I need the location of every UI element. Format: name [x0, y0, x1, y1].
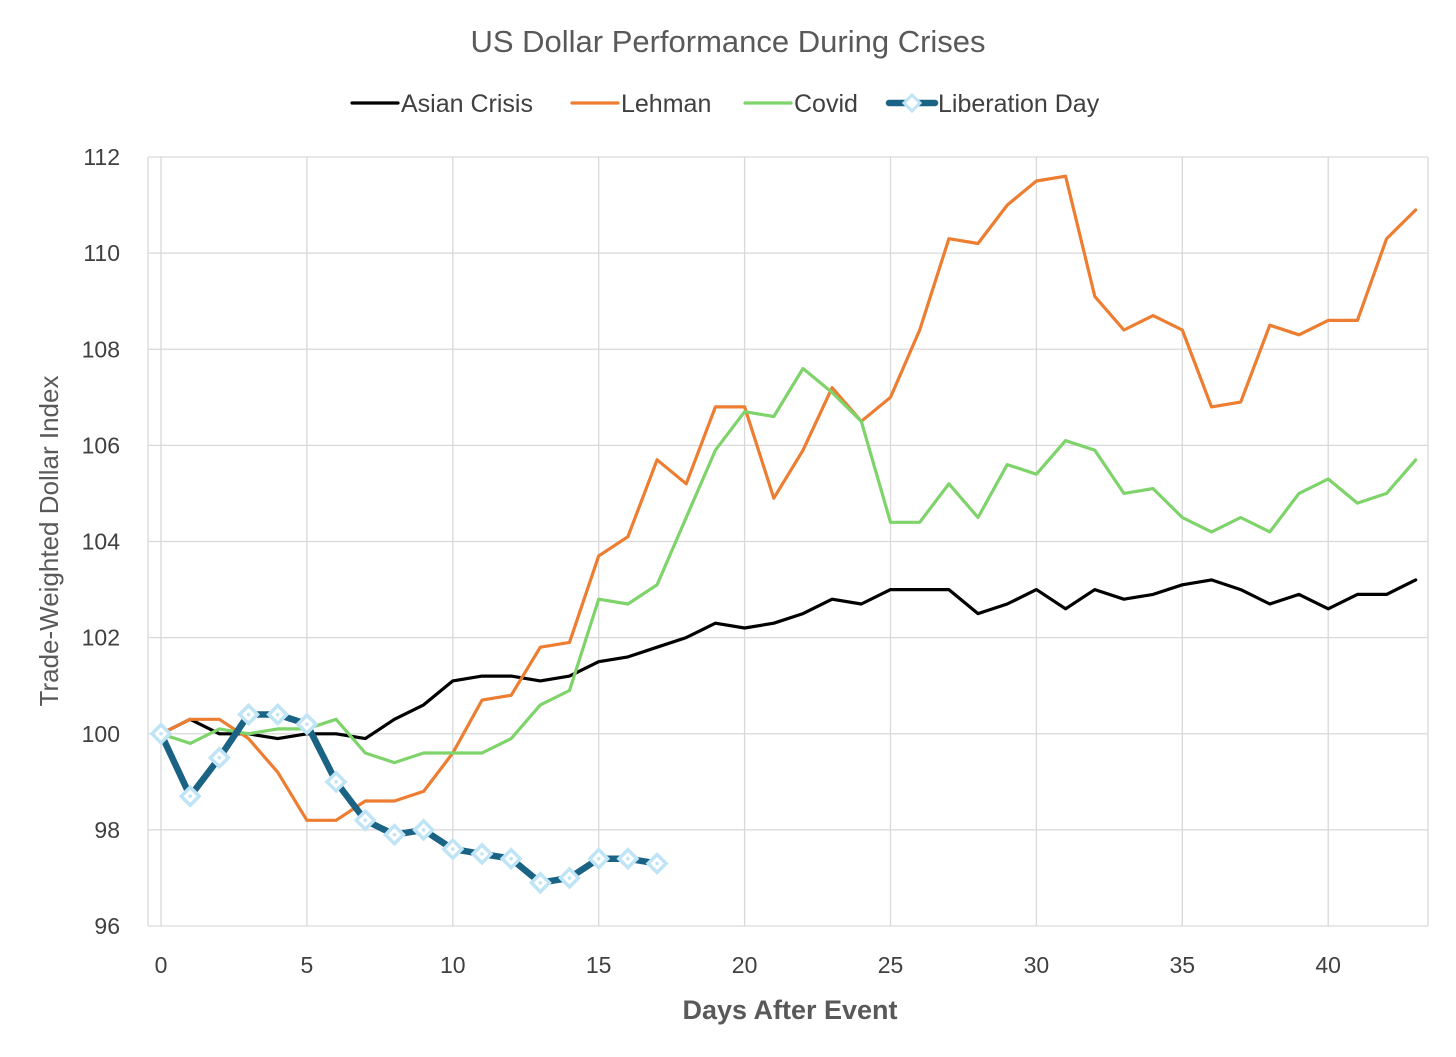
x-axis-ticks: 0 5 10 15 20 25 30 35 40 — [155, 952, 1341, 978]
x-tick-label: 35 — [1170, 952, 1196, 978]
data-point-dot — [275, 712, 280, 717]
data-point-dot — [305, 722, 309, 726]
x-axis-title: Days After Event — [682, 995, 897, 1025]
data-point-dot — [451, 847, 455, 851]
legend-marker — [901, 92, 923, 114]
data-point-dot — [421, 828, 426, 832]
x-tick-label: 20 — [732, 952, 758, 978]
series-line — [159, 366, 1418, 765]
data-point-dot — [567, 876, 572, 880]
data-point-dot — [334, 780, 338, 784]
legend-item: Asian Crisis — [350, 90, 533, 118]
y-tick-label: 102 — [82, 625, 120, 651]
series-lehman — [159, 174, 1418, 822]
y-tick-label: 108 — [82, 336, 120, 362]
series-line — [159, 578, 1418, 741]
data-point-dot — [159, 731, 163, 736]
data-point-dot — [655, 861, 659, 866]
grid — [147, 156, 1429, 927]
legend-label: Liberation Day — [938, 90, 1100, 118]
x-tick-label: 0 — [155, 952, 168, 978]
series-group — [149, 174, 1418, 895]
y-tick-label: 98 — [94, 817, 120, 843]
data-point-dot — [217, 755, 222, 760]
x-tick-label: 5 — [301, 952, 314, 978]
data-point-dot — [596, 856, 601, 861]
data-point-dot — [480, 852, 484, 856]
x-tick-label: 10 — [440, 952, 466, 978]
y-tick-label: 104 — [82, 529, 121, 555]
data-point-dot — [509, 856, 513, 861]
data-point-dot — [363, 818, 368, 823]
legend-item: Covid — [743, 90, 858, 118]
data-point-dot — [188, 794, 192, 799]
x-tick-label: 25 — [878, 952, 904, 978]
legend-item: Liberation Day — [885, 90, 1100, 118]
y-tick-label: 110 — [83, 240, 120, 266]
x-tick-label: 40 — [1315, 952, 1341, 978]
x-tick-label: 30 — [1024, 952, 1050, 978]
series-line — [159, 174, 1418, 822]
series-covid — [159, 366, 1418, 765]
series-asian-crisis — [159, 578, 1418, 741]
series-line — [157, 711, 661, 886]
y-axis-title: Trade-Weighted Dollar Index — [34, 376, 64, 707]
data-point-dot — [392, 832, 397, 837]
y-tick-label: 112 — [83, 144, 120, 170]
y-axis-ticks: 96 98 100 102 104 106 108 110 112 — [82, 144, 121, 939]
y-tick-label: 106 — [82, 432, 120, 458]
legend: Asian Crisis Lehman Covid Liberation Day — [350, 90, 1100, 118]
x-tick-label: 15 — [586, 952, 612, 978]
data-point-dot — [538, 880, 543, 885]
y-tick-label: 100 — [82, 721, 120, 747]
legend-label: Covid — [794, 90, 858, 118]
y-tick-label: 96 — [94, 913, 120, 939]
chart-title: US Dollar Performance During Crises — [470, 24, 985, 59]
series-liberation-day — [149, 703, 669, 895]
data-point-dot — [246, 712, 251, 717]
legend-item: Lehman — [570, 90, 711, 118]
data-point-dot — [626, 856, 630, 861]
legend-label: Lehman — [621, 90, 711, 118]
legend-label: Asian Crisis — [401, 90, 533, 118]
